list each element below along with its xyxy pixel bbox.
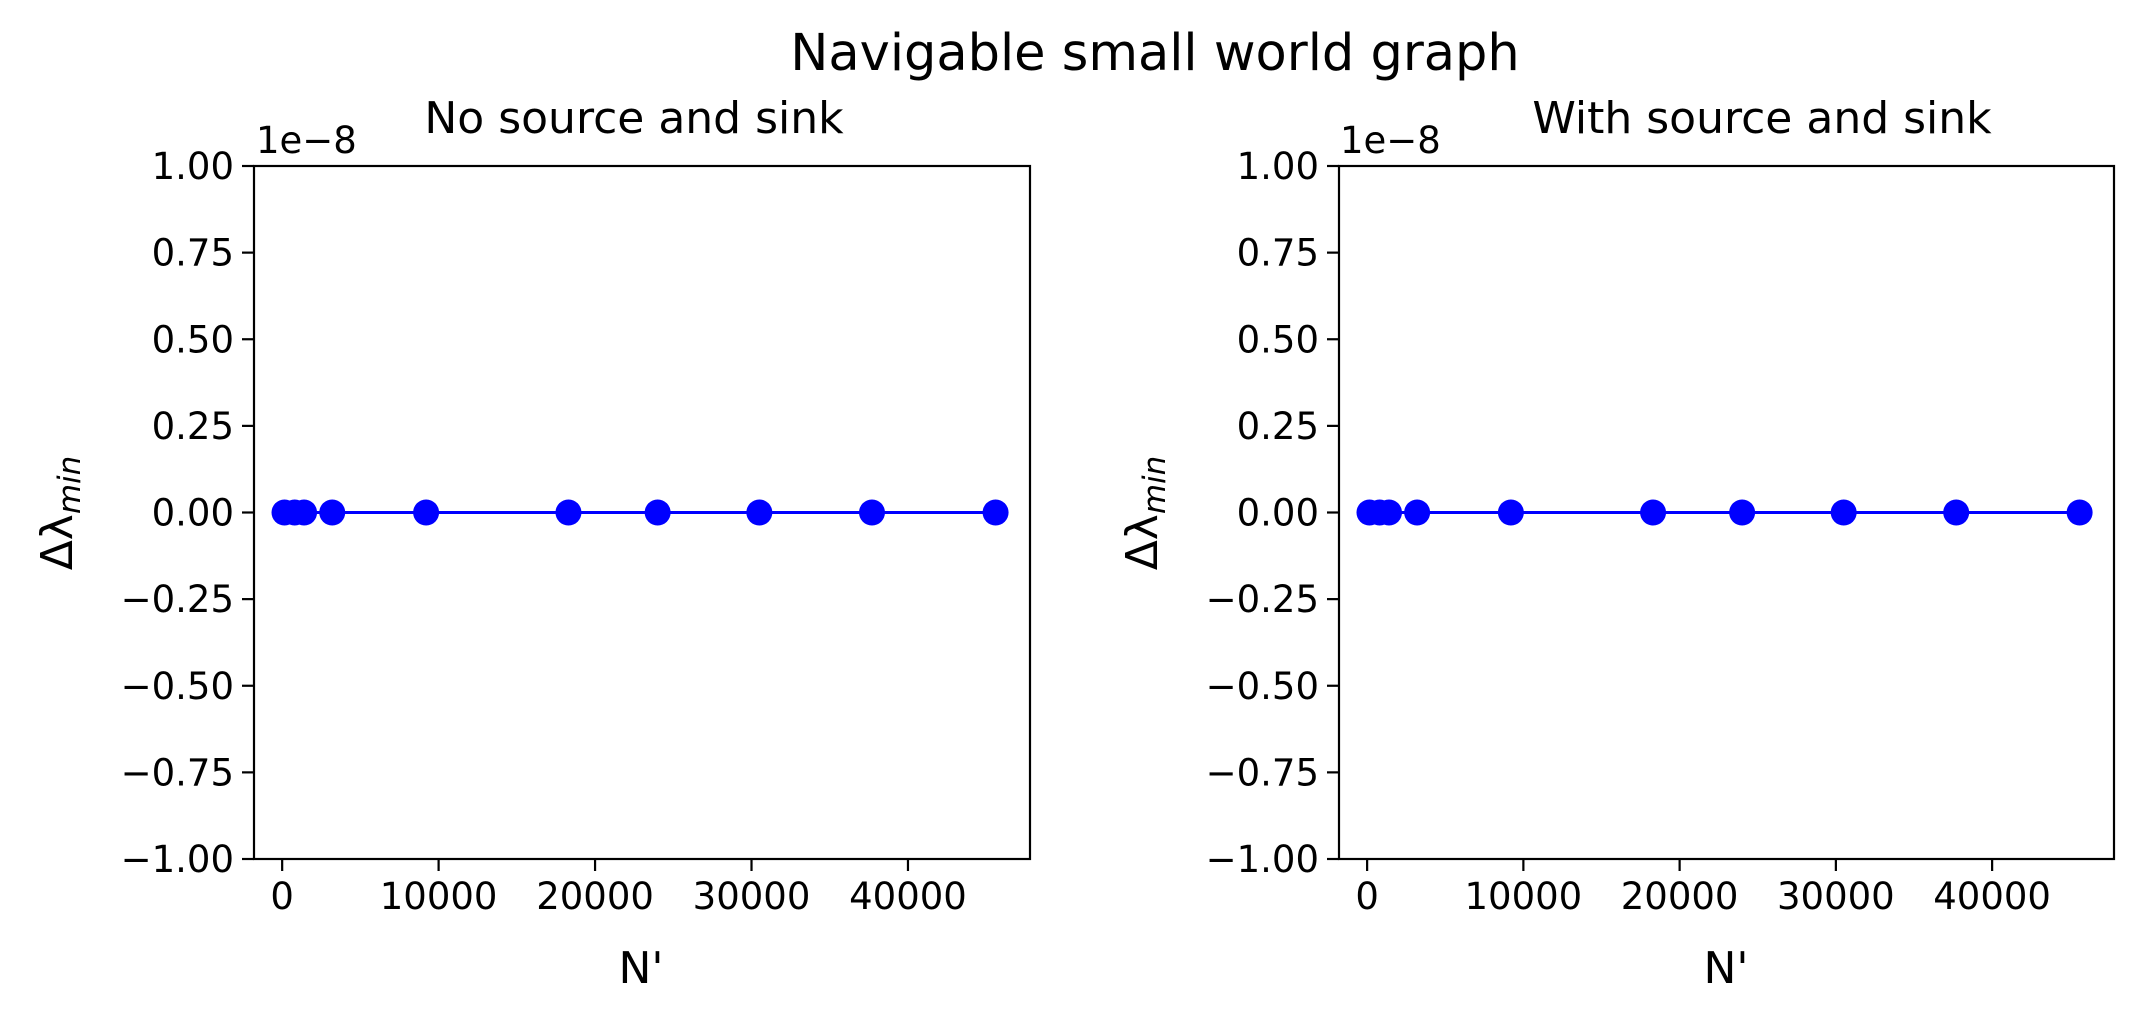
- y-tick-label: 0.00: [1237, 492, 1319, 535]
- data-point: [319, 499, 346, 526]
- plot-frame: [252, 164, 1032, 861]
- y-tick-label: 0.50: [152, 318, 234, 361]
- data-point: [291, 499, 318, 526]
- data-point: [2066, 499, 2093, 526]
- data-point: [746, 499, 773, 526]
- y-tick-label: −0.50: [121, 665, 234, 708]
- y-offset-label: 1e−8: [256, 119, 357, 162]
- y-axis-label-subscript: min: [52, 456, 88, 514]
- x-tick-label: 20000: [1621, 875, 1739, 918]
- data-point: [1376, 499, 1402, 526]
- axis-ticks: 0 10000 20000 30000 40000 −1.00 −0.75 −0.50 −0.2…: [1206, 145, 2051, 918]
- data-point: [644, 499, 671, 526]
- y-tick-label: −1.00: [121, 838, 234, 881]
- y-tick-label: 0.25: [1237, 405, 1319, 448]
- data-point: [982, 499, 1009, 526]
- panel-no-source-sink: No source and sink 1e−8 N' Δλmin 0 10000 2…: [32, 93, 1032, 994]
- x-tick-label: 10000: [380, 875, 498, 918]
- y-tick-label: 0.00: [152, 492, 234, 535]
- x-axis-label: N': [1703, 943, 1748, 994]
- x-tick-label: 30000: [1777, 875, 1895, 918]
- x-tick-label: 30000: [693, 875, 811, 918]
- y-tick-label: −0.75: [1206, 751, 1319, 794]
- y-tick-label: 1.00: [1237, 145, 1319, 188]
- data-point: [555, 499, 582, 526]
- x-tick-label: 10000: [1465, 875, 1583, 918]
- x-axis-label: N': [618, 943, 663, 994]
- x-tick-label: 40000: [1933, 875, 2051, 918]
- data-point: [1497, 499, 1524, 526]
- data-point: [1729, 499, 1756, 526]
- y-tick-label: 0.50: [1237, 318, 1319, 361]
- panel-with-source-sink: With source and sink 1e−8 N' Δλmin 0 1000…: [1117, 93, 2116, 994]
- axis-ticks: 0 10000 20000 30000 40000 −1.00 −0.75 −0.50 −0.2…: [121, 145, 967, 918]
- y-axis-label: Δλmin: [1117, 456, 1173, 571]
- y-tick-label: 0.75: [1237, 232, 1319, 275]
- x-tick-label: 20000: [536, 875, 654, 918]
- y-tick-label: 0.75: [152, 232, 234, 275]
- y-axis-label: Δλmin: [32, 456, 88, 571]
- y-tick-label: −0.75: [121, 751, 234, 794]
- y-axis-label-main: Δλ: [1117, 514, 1168, 570]
- y-tick-label: −0.25: [121, 578, 234, 621]
- data-point: [858, 499, 885, 526]
- panel-title: With source and sink: [1532, 93, 1992, 144]
- y-tick-label: −0.25: [1206, 578, 1319, 621]
- y-offset-label: 1e−8: [1340, 119, 1441, 162]
- plot-marks: [1356, 499, 2093, 526]
- y-axis-label-main: Δλ: [32, 514, 83, 570]
- data-point: [1404, 499, 1431, 526]
- data-point: [1830, 499, 1857, 526]
- panel-title: No source and sink: [424, 93, 844, 144]
- data-point: [413, 499, 440, 526]
- y-tick-label: 1.00: [152, 145, 234, 188]
- x-tick-label: 40000: [849, 875, 967, 918]
- x-tick-label: 0: [1355, 875, 1379, 918]
- x-tick-label: 0: [270, 875, 294, 918]
- plot-marks: [271, 499, 1009, 526]
- data-point: [1640, 499, 1667, 526]
- figure-suptitle: Navigable small world graph: [790, 24, 1520, 83]
- y-tick-label: −1.00: [1206, 838, 1319, 881]
- data-point: [1943, 499, 1970, 526]
- y-tick-label: −0.50: [1206, 665, 1319, 708]
- y-tick-label: 0.25: [152, 405, 234, 448]
- plot-frame: [1337, 164, 2116, 861]
- y-axis-label-subscript: min: [1137, 456, 1173, 514]
